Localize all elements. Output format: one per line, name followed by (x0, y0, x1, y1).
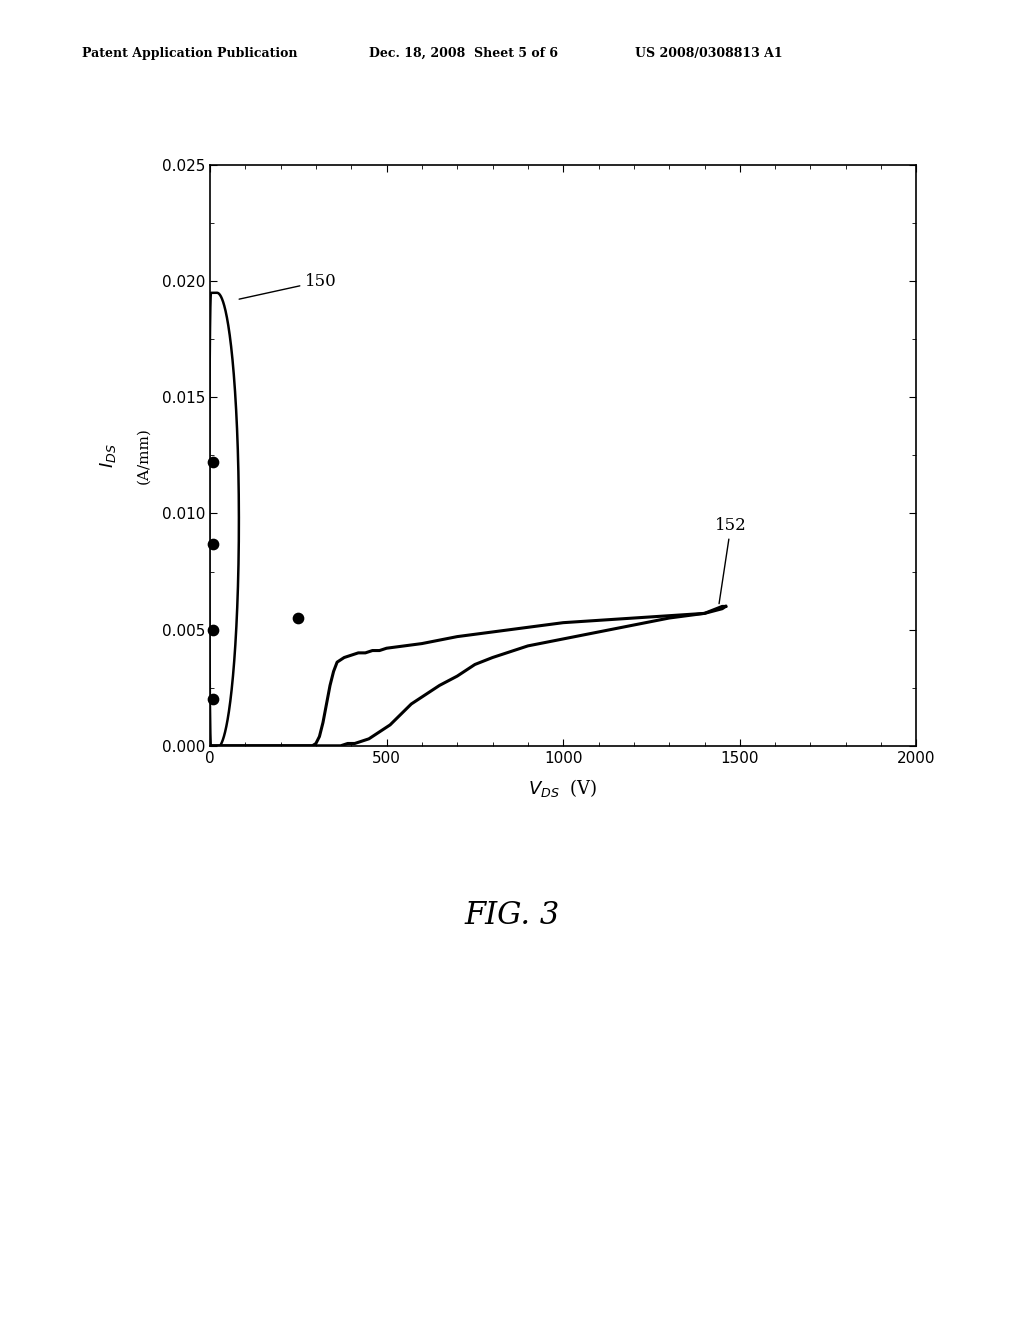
Point (205, 619, 221, 640)
Point (205, 533, 221, 554)
Point (290, 607, 306, 628)
Text: Patent Application Publication: Patent Application Publication (82, 46, 297, 59)
Text: 152: 152 (715, 516, 746, 603)
Point (205, 689, 221, 710)
Text: (A/mm): (A/mm) (136, 426, 151, 484)
Point (205, 451, 221, 473)
Text: Dec. 18, 2008  Sheet 5 of 6: Dec. 18, 2008 Sheet 5 of 6 (369, 46, 558, 59)
Text: 150: 150 (240, 273, 337, 300)
Text: FIG. 3: FIG. 3 (464, 900, 560, 931)
Text: $I_{DS}$: $I_{DS}$ (97, 444, 118, 467)
Text: US 2008/0308813 A1: US 2008/0308813 A1 (635, 46, 782, 59)
X-axis label: $V_{DS}$  (V): $V_{DS}$ (V) (528, 776, 598, 799)
